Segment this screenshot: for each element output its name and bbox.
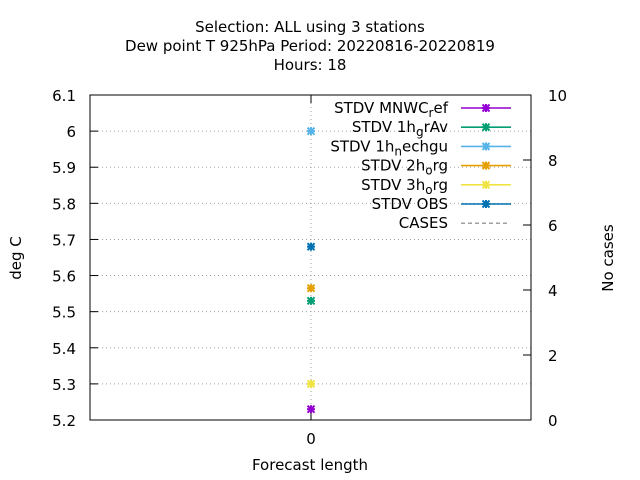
y-tick-label: 5.5 [52, 304, 76, 322]
legend-label: STDV MNWCref [334, 99, 449, 120]
chart-title-line-1: Selection: ALL using 3 stations [195, 18, 425, 36]
chart-title-line-2: Dew point T 925hPa Period: 20220816-2022… [125, 37, 495, 55]
legend-label: STDV 3horg [361, 176, 448, 197]
y-tick-label: 6 [66, 123, 76, 141]
y-axis-label: deg C [7, 236, 25, 280]
legend-marker [481, 180, 491, 190]
legend-marker [481, 122, 491, 132]
legend-marker [481, 161, 491, 170]
y-tick-label: 5.7 [52, 231, 76, 249]
data-point [306, 126, 316, 136]
y2-axis-label: No cases [599, 224, 617, 292]
chart-title: Selection: ALL using 3 stations Dew poin… [125, 18, 495, 74]
y2-tick-label: 4 [548, 282, 558, 300]
grid-lines [90, 95, 531, 420]
legend-label: CASES [399, 214, 448, 232]
y-tick-label: 5.8 [52, 195, 76, 213]
legend-label: STDV 1hnechgu [330, 137, 448, 158]
y-tick-label: 5.2 [52, 412, 76, 430]
legend-label: STDV 1hgrAv [352, 118, 448, 139]
data-point [306, 296, 316, 306]
x-axis-label: Forecast length [252, 456, 368, 474]
legend-marker [481, 103, 491, 113]
y2-tick-label: 6 [548, 217, 558, 235]
legend-marker [481, 199, 491, 209]
y2-tick-label: 2 [548, 347, 558, 365]
chart-title-line-3: Hours: 18 [274, 56, 347, 74]
data-point [306, 283, 316, 293]
x-tick-label: 0 [306, 430, 316, 448]
y2-axis: 0 2 4 6 8 10 [523, 87, 567, 430]
y-tick-label: 5.9 [52, 159, 76, 177]
data-point [306, 379, 316, 389]
data-points [306, 126, 316, 414]
y2-tick-label: 10 [548, 87, 567, 105]
data-point [306, 242, 316, 251]
y-tick-label: 5.6 [52, 268, 76, 286]
y2-tick-label: 8 [548, 152, 558, 170]
legend-label: STDV OBS [372, 195, 448, 213]
data-point [306, 404, 316, 414]
y-tick-label: 6.1 [52, 87, 76, 105]
y2-tick-label: 0 [548, 412, 558, 430]
legend-label: STDV 2horg [361, 157, 448, 178]
y-tick-label: 5.4 [52, 340, 76, 358]
legend-marker [481, 142, 491, 151]
x-axis: 0 [306, 95, 316, 448]
y-tick-label: 5.3 [52, 376, 76, 394]
y-axis: 5.2 5.3 5.4 5.5 5.6 5.7 5.8 5.9 6 6.1 [52, 87, 98, 430]
